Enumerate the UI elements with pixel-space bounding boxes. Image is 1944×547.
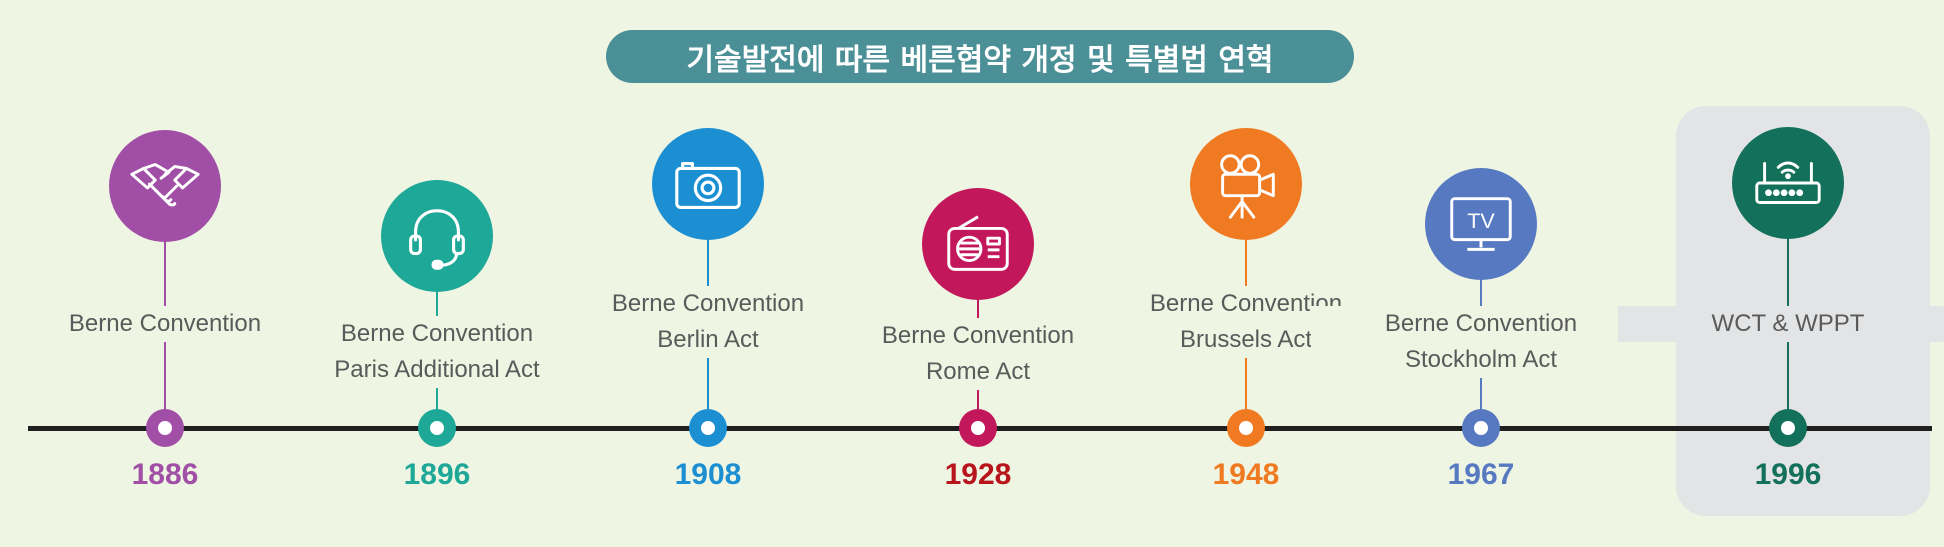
year-label: 1886 xyxy=(131,458,199,491)
year-label: 1928 xyxy=(944,458,1012,491)
timeline-dot xyxy=(146,409,184,447)
tv-icon: TV xyxy=(1425,168,1537,280)
headset-icon xyxy=(381,180,493,292)
film-camera-icon xyxy=(1190,128,1302,240)
timeline-dot xyxy=(1227,409,1265,447)
timeline-title: 기술발전에 따른 베른협약 개정 및 특별법 연혁 xyxy=(606,30,1354,83)
router-icon xyxy=(1732,127,1844,239)
timeline-dot xyxy=(1769,409,1807,447)
timeline-dot xyxy=(418,409,456,447)
timeline-dot xyxy=(959,409,997,447)
event-label: Berne Convention Berlin Act xyxy=(538,286,878,358)
timeline-dot xyxy=(1462,409,1500,447)
tv-screen-text: TV xyxy=(1467,209,1495,233)
year-label: 1948 xyxy=(1212,458,1280,491)
event-label: WCT & WPPT xyxy=(1618,306,1944,342)
camera-icon xyxy=(652,128,764,240)
year-label: 1996 xyxy=(1754,458,1822,491)
handshake-icon xyxy=(109,130,221,242)
timeline-dot xyxy=(689,409,727,447)
year-label: 1896 xyxy=(403,458,471,491)
radio-icon xyxy=(922,188,1034,300)
event-label: Berne Convention Stockholm Act xyxy=(1311,306,1651,378)
year-label: 1967 xyxy=(1447,458,1515,491)
year-label: 1908 xyxy=(674,458,742,491)
